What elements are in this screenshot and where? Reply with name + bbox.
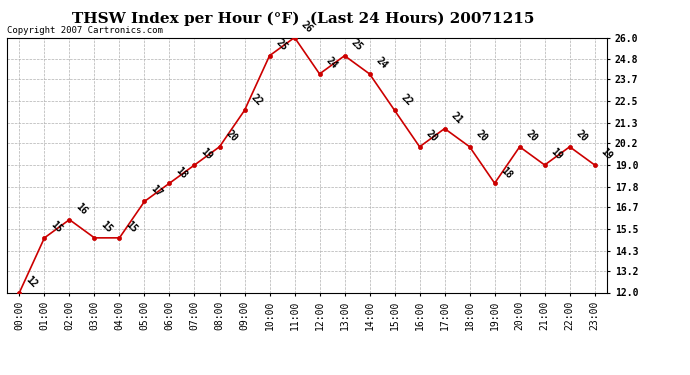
Text: 20: 20: [474, 129, 489, 144]
Text: 19: 19: [199, 147, 214, 162]
Text: 24: 24: [374, 56, 389, 71]
Text: 19: 19: [549, 147, 564, 162]
Text: 21: 21: [448, 110, 464, 126]
Text: 22: 22: [399, 92, 414, 108]
Text: 12: 12: [23, 274, 39, 290]
Text: 19: 19: [599, 147, 614, 162]
Text: 25: 25: [348, 38, 364, 53]
Text: 24: 24: [324, 56, 339, 71]
Text: 15: 15: [99, 220, 114, 235]
Text: 16: 16: [74, 201, 89, 217]
Text: 26: 26: [299, 20, 314, 35]
Text: 15: 15: [124, 220, 139, 235]
Text: 18: 18: [499, 165, 514, 180]
Text: 20: 20: [424, 129, 439, 144]
Text: 15: 15: [48, 220, 64, 235]
Text: 17: 17: [148, 183, 164, 199]
Text: 20: 20: [524, 129, 539, 144]
Text: 22: 22: [248, 92, 264, 108]
Text: 25: 25: [274, 38, 289, 53]
Text: Copyright 2007 Cartronics.com: Copyright 2007 Cartronics.com: [7, 26, 163, 35]
Text: 20: 20: [224, 129, 239, 144]
Text: 20: 20: [574, 129, 589, 144]
Text: THSW Index per Hour (°F)  (Last 24 Hours) 20071215: THSW Index per Hour (°F) (Last 24 Hours)…: [72, 11, 535, 26]
Text: 18: 18: [174, 165, 189, 180]
